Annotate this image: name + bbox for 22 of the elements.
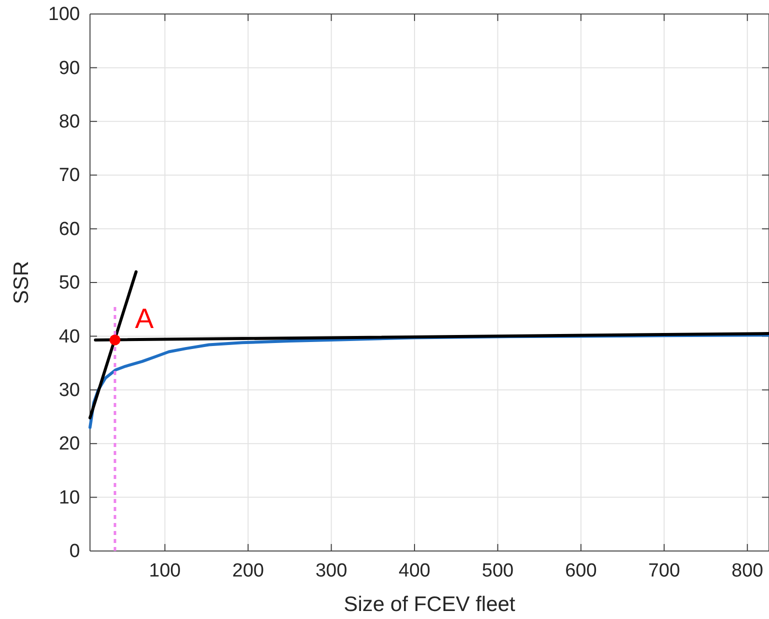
x-tick-label: 600	[565, 560, 597, 582]
x-tick-label: 800	[732, 560, 764, 582]
x-tick-label: 400	[398, 560, 430, 582]
x-tick-label: 300	[315, 560, 348, 582]
y-tick-label: 50	[58, 272, 80, 294]
y-tick-label: 0	[69, 541, 80, 562]
annotation: A	[134, 302, 154, 334]
y-tick-label: 100	[48, 4, 80, 26]
x-tick-label: 700	[648, 560, 680, 582]
y-axis-title: SSR	[10, 260, 33, 304]
y-tick-label: 70	[58, 165, 80, 186]
y-tick-label: 60	[58, 218, 80, 240]
x-tick-label: 200	[232, 560, 264, 582]
x-tick-label: 500	[482, 560, 514, 582]
y-tick-label: 80	[58, 111, 80, 132]
y-tick-label: 40	[58, 326, 80, 348]
y-tick-label: 20	[58, 434, 80, 455]
y-tick-label: 90	[58, 58, 80, 79]
x-tick-label: 100	[149, 560, 181, 582]
y-tick-label: 10	[58, 487, 80, 508]
y-tick-label: 30	[58, 380, 80, 401]
x-axis-title: Size of FCEV fleet	[344, 593, 516, 616]
